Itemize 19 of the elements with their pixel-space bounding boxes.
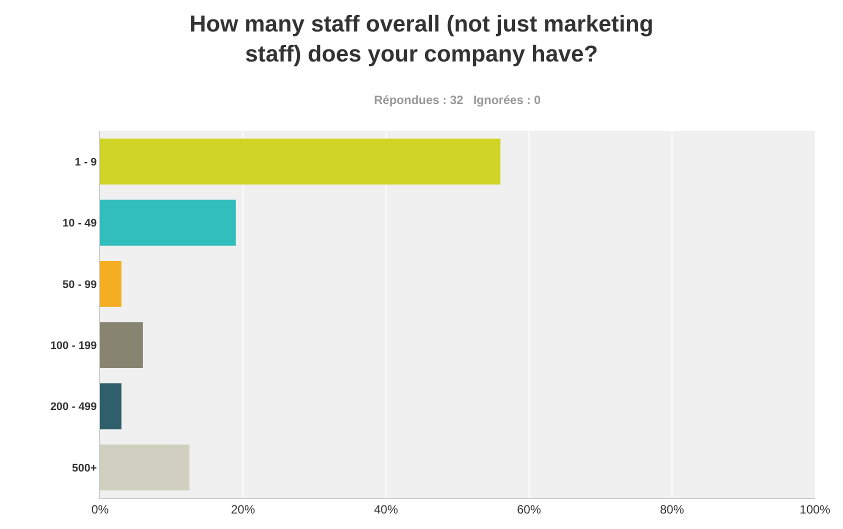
bar xyxy=(100,260,122,307)
y-tick-label: 100 - 199 xyxy=(50,340,97,352)
chart-subtitle: Répondues : 32 Ignorées : 0 xyxy=(374,93,542,107)
x-tick-label: 80% xyxy=(660,502,684,516)
bar xyxy=(100,200,236,246)
x-tick-label: 60% xyxy=(516,502,542,516)
x-tick-label: 20% xyxy=(230,502,256,516)
y-tick-label: 50 - 99 xyxy=(62,278,97,291)
y-tick-label: 500+ xyxy=(72,462,97,474)
bar xyxy=(100,322,143,368)
chart-title: How many staff overall (not just marketing staff) does your company have? xyxy=(190,10,654,67)
y-tick-label: 1 - 9 xyxy=(74,156,97,168)
x-tick-label: 0% xyxy=(91,502,109,516)
y-tick-label: 10 - 49 xyxy=(62,218,97,230)
bar xyxy=(100,383,122,430)
x-tick-label: 100% xyxy=(800,502,831,516)
x-tick-label: 40% xyxy=(374,502,398,516)
y-tick-label: 200 - 499 xyxy=(50,401,97,414)
bar xyxy=(100,138,500,185)
